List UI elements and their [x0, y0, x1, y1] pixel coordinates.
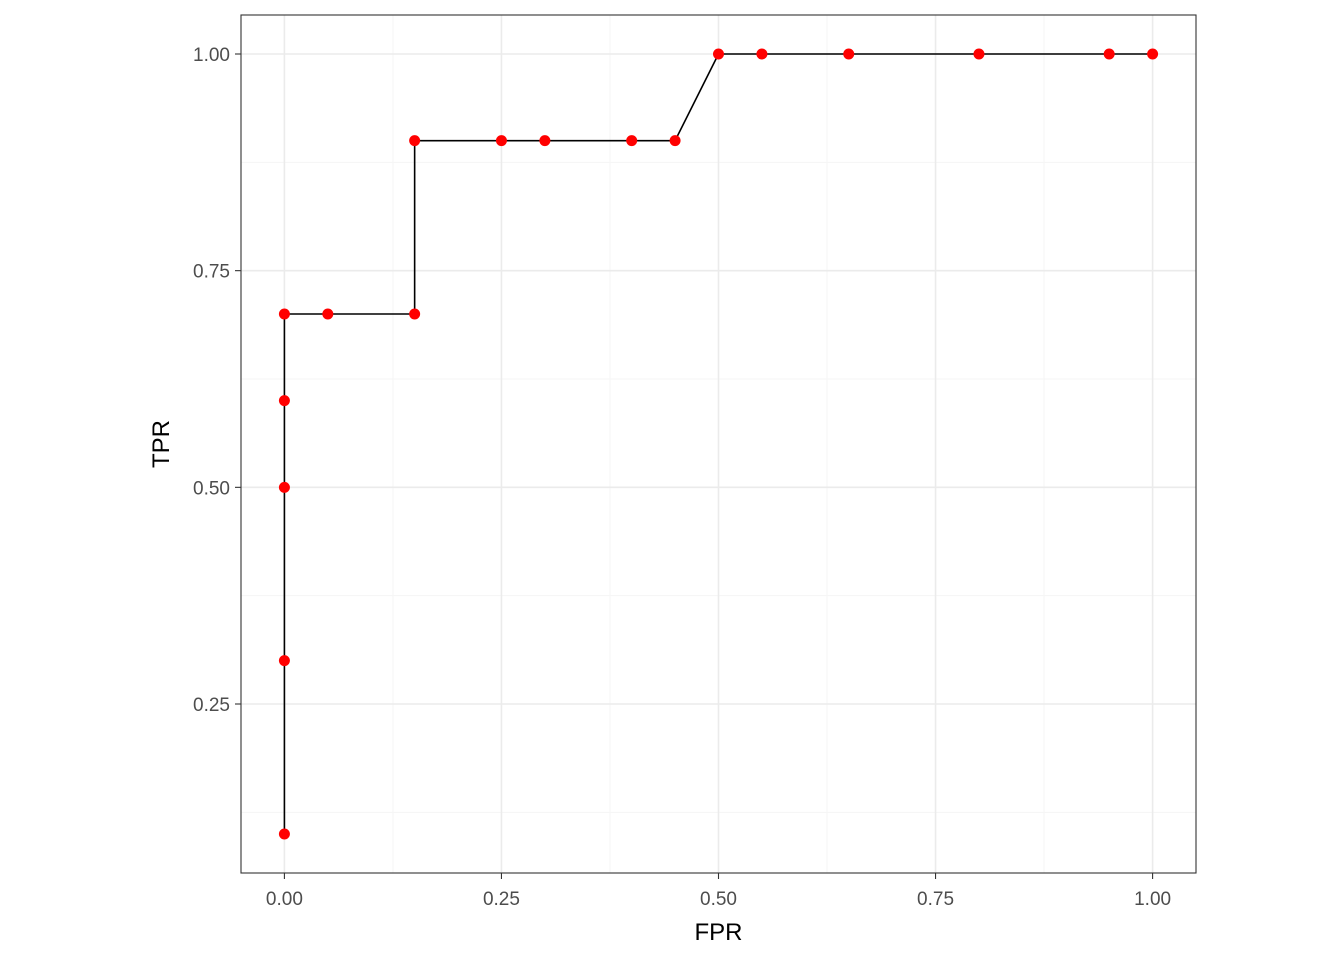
data-point: [973, 48, 985, 60]
data-point: [669, 135, 681, 147]
data-point: [756, 48, 768, 60]
series-points-group: [278, 48, 1159, 840]
data-point: [278, 395, 290, 407]
x-tick-label: 0.00: [266, 889, 303, 910]
data-point: [713, 48, 724, 60]
data-point: [322, 308, 334, 320]
x-axis-title: FPR: [695, 919, 743, 946]
major-gridlines: [241, 15, 1196, 873]
data-point: [626, 135, 638, 147]
y-tick-label: 0.75: [193, 262, 230, 283]
y-axis: 0.25 0.50 0.75 1.00: [193, 45, 241, 716]
data-point: [1147, 48, 1159, 60]
y-tick-label: 1.00: [193, 45, 230, 66]
series-line-group: [283, 53, 1153, 834]
data-point: [843, 48, 855, 60]
data-point: [278, 308, 290, 320]
data-point: [539, 135, 551, 147]
y-tick-label: 0.25: [193, 695, 230, 716]
data-point: [278, 828, 290, 840]
x-axis: 0.00 0.25 0.50 0.75 1.00: [266, 873, 1171, 910]
x-tick-label: 0.75: [917, 889, 954, 910]
data-point: [409, 135, 421, 147]
x-tick-label: 0.50: [700, 889, 737, 910]
y-tick-label: 0.50: [193, 478, 230, 499]
data-point: [409, 308, 421, 320]
data-point: [278, 481, 290, 493]
y-axis-title: TPR: [148, 420, 175, 468]
data-point: [1103, 48, 1115, 60]
x-tick-label: 1.00: [1134, 889, 1171, 910]
series-line: [283, 53, 1153, 834]
data-point: [278, 655, 290, 667]
x-tick-label: 0.25: [483, 889, 520, 910]
data-point: [495, 135, 507, 147]
